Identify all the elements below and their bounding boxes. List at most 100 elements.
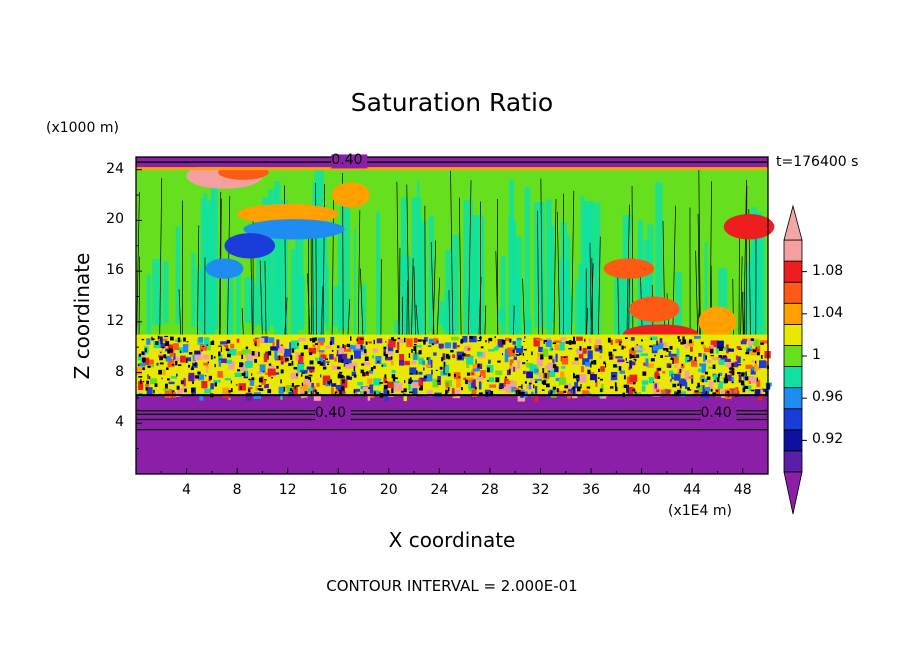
turbulent-cell	[357, 381, 363, 386]
turbulent-cell	[308, 347, 317, 354]
turbulent-contour	[164, 335, 169, 338]
turbulent-contour	[564, 385, 569, 389]
turbulent-cell	[383, 377, 387, 384]
turbulent-cell	[516, 340, 522, 349]
turbulent-contour	[488, 337, 493, 342]
turbulent-contour	[760, 355, 763, 359]
turbulent-cell	[174, 356, 180, 362]
turbulent-cell	[336, 389, 340, 394]
turbulent-cell	[468, 380, 471, 390]
turbulent-cell	[698, 352, 702, 357]
turbulent-contour	[304, 375, 309, 379]
patch	[331, 182, 370, 208]
turbulent-cell	[452, 342, 457, 349]
turbulent-cell	[331, 383, 337, 387]
turbulent-contour	[248, 378, 251, 381]
turbulent-cell	[493, 345, 499, 351]
turbulent-cell	[499, 383, 504, 389]
turbulent-contour	[336, 345, 340, 349]
turbulent-contour	[346, 375, 350, 379]
turbulent-contour	[630, 355, 635, 359]
turbulent-cell	[648, 377, 655, 384]
streak	[353, 229, 357, 338]
turbulent-cell	[754, 363, 758, 372]
turbulent-contour	[551, 348, 554, 350]
turbulent-cell	[538, 346, 544, 353]
turbulent-cell	[394, 382, 403, 392]
turbulent-cell	[212, 342, 216, 350]
turbulent-contour	[188, 352, 193, 355]
colorbar-label: 0.92	[812, 431, 844, 448]
turbulent-cell	[572, 386, 576, 394]
turbulent-cell	[477, 363, 483, 369]
turbulent-cell	[463, 354, 471, 357]
turbulent-contour	[341, 386, 345, 391]
turbulent-cell	[559, 341, 565, 351]
turbulent-contour	[723, 378, 726, 383]
turbulent-cell	[536, 357, 544, 367]
turbulent-cell	[662, 371, 666, 374]
turbulent-cell	[278, 386, 284, 394]
turbulent-cell	[202, 354, 209, 360]
turbulent-contour	[650, 358, 655, 362]
turbulent-contour	[626, 361, 629, 364]
turbulent-contour	[145, 387, 148, 391]
streak	[268, 189, 278, 326]
turbulent-contour	[241, 354, 244, 359]
turbulent-contour	[237, 369, 241, 372]
turbulent-cell	[456, 345, 460, 348]
turbulent-cell	[676, 348, 680, 357]
turbulent-cell	[610, 339, 613, 345]
turbulent-cell	[218, 358, 227, 364]
streak	[226, 273, 234, 336]
turbulent-cell	[572, 343, 578, 346]
turbulent-contour	[384, 374, 387, 378]
turbulent-contour	[141, 338, 145, 341]
turbulent-cell	[601, 384, 604, 392]
turbulent-cell	[240, 362, 248, 372]
turbulent-cell	[253, 338, 259, 342]
turbulent-cell	[148, 359, 154, 365]
turbulent-cell	[291, 354, 296, 359]
turbulent-contour	[590, 360, 594, 365]
turbulent-contour	[411, 348, 413, 353]
turbulent-cell	[228, 361, 235, 370]
turbulent-contour	[724, 379, 728, 384]
turbulent-contour	[210, 341, 215, 345]
turbulent-cell	[674, 374, 681, 381]
turbulent-cell	[742, 338, 748, 342]
turbulent-cell	[466, 363, 470, 368]
turbulent-cell	[238, 383, 246, 391]
x-tick-label: 36	[582, 482, 600, 498]
turbulent-cell	[316, 382, 320, 387]
turbulent-contour	[755, 360, 757, 364]
contour-line	[540, 178, 543, 341]
turbulent-contour	[548, 355, 553, 360]
turbulent-cell	[293, 385, 298, 394]
streak	[534, 201, 545, 328]
turbulent-cell	[357, 336, 364, 345]
turbulent-contour	[301, 382, 304, 387]
turbulent-cell	[713, 357, 720, 360]
turbulent-contour	[518, 386, 522, 388]
turbulent-contour	[677, 336, 680, 339]
turbulent-cell	[561, 365, 566, 369]
turbulent-cell	[398, 359, 405, 366]
turbulent-contour	[678, 339, 682, 342]
turbulent-cell	[169, 348, 175, 358]
turbulent-contour	[706, 376, 711, 380]
turbulent-cell	[579, 374, 587, 383]
contour-line	[357, 210, 361, 341]
colorbar-under-triangle	[783, 471, 803, 515]
turbulent-cell	[654, 371, 659, 379]
turbulent-cell	[295, 368, 298, 371]
turbulent-contour	[326, 361, 330, 363]
turbulent-cell	[759, 360, 766, 369]
turbulent-cell	[626, 384, 630, 393]
colorbar-label: 1.08	[812, 262, 844, 279]
turbulent-cell	[334, 357, 337, 362]
turbulent-cell	[175, 371, 180, 375]
turbulent-cell	[268, 337, 275, 344]
turbulent-cell	[451, 387, 455, 397]
